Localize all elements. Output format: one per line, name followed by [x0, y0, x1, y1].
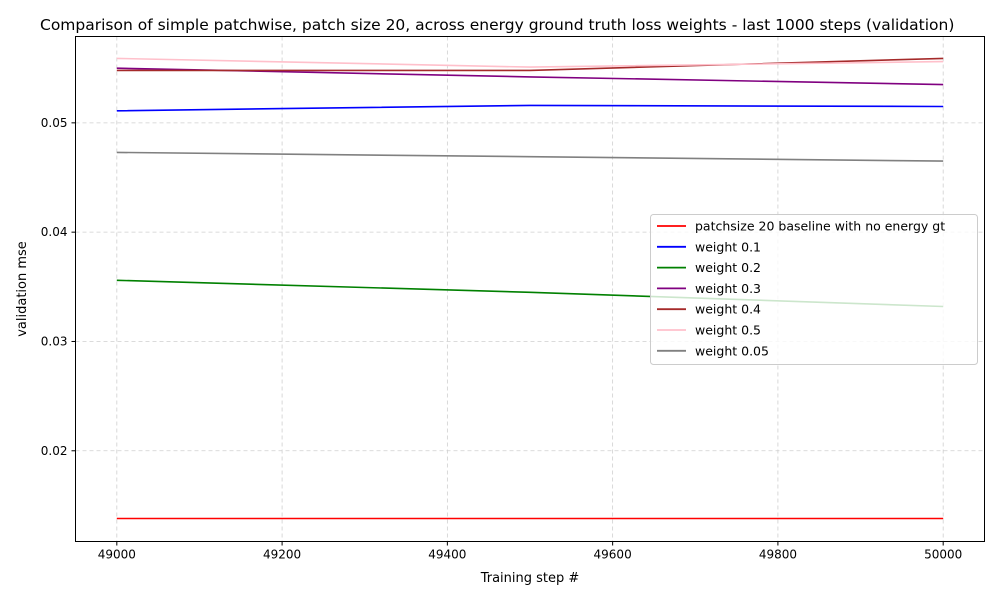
legend: patchsize 20 baseline with no energy gt w… — [650, 214, 978, 365]
y-axis-label: validation mse — [15, 241, 30, 337]
series-line-6 — [116, 57, 944, 68]
x-tick-label: 50000 — [924, 548, 962, 562]
tick-layer: 49000 49200 49400 49600 49800 50000 0.02 0.03 0.… — [41, 116, 962, 562]
series-line-5 — [116, 57, 944, 72]
x-tick-label: 49400 — [428, 548, 466, 562]
legend-label-1: patchsize 20 baseline with no energy gt — [695, 219, 945, 234]
x-axis-label: Training step # — [480, 571, 580, 586]
series-line-7 — [116, 151, 944, 162]
legend-items: patchsize 20 baseline with no energy gt w… — [657, 219, 945, 358]
x-tick-label: 49200 — [263, 548, 301, 562]
x-tick-label: 49800 — [759, 548, 797, 562]
chart-title: Comparison of simple patchwise, patch si… — [40, 16, 954, 34]
legend-label-2: weight 0.1 — [695, 239, 761, 254]
y-tick-label: 0.05 — [41, 116, 68, 130]
plot-frame — [75, 36, 985, 542]
y-tick-label: 0.04 — [41, 225, 68, 239]
legend-label-6: weight 0.5 — [695, 323, 761, 338]
legend-label-7: weight 0.05 — [695, 343, 769, 358]
legend-label-4: weight 0.3 — [695, 281, 761, 296]
x-tick-label: 49600 — [594, 548, 632, 562]
legend-box — [650, 214, 978, 365]
y-tick-label: 0.03 — [41, 334, 68, 348]
y-tick-label: 0.02 — [41, 444, 68, 458]
series-line-2 — [116, 104, 944, 112]
legend-label-3: weight 0.2 — [695, 260, 761, 275]
legend-label-5: weight 0.4 — [695, 302, 761, 317]
x-tick-label: 49000 — [98, 548, 136, 562]
